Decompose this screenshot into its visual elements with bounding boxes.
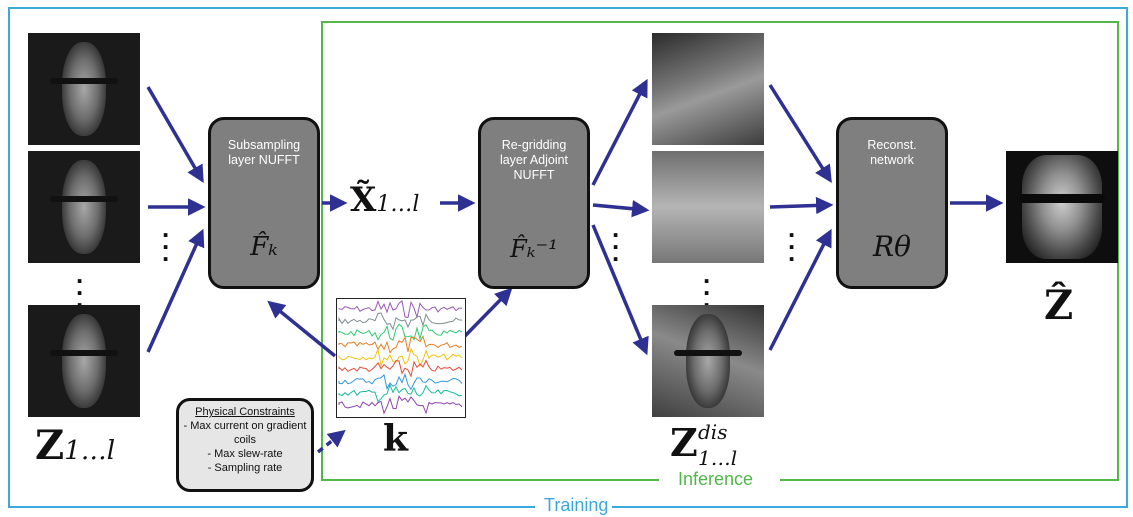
regridding-label: Re-gridding layer Adjoint NUFFT	[499, 138, 569, 182]
k-space-trajectory-line	[338, 299, 462, 320]
arrow-k-to-subsampling	[267, 300, 337, 358]
subsampling-label: Subsampling layer NUFFT	[227, 138, 301, 167]
ellipsis-right-arrows: ...	[788, 213, 796, 267]
arrow-constraints-to-k	[316, 429, 346, 454]
degraded-image-1	[652, 33, 764, 145]
training-frame	[8, 7, 1128, 508]
ellipsis-degraded: ...	[703, 259, 711, 313]
z-dis-subscript: 1…l	[698, 446, 738, 470]
k-space-trajectory-line	[338, 323, 463, 341]
regridding-layer-block: Re-gridding layer Adjoint NUFFT F̂ₖ⁻¹	[478, 117, 590, 289]
reconst-label: Reconst. network	[867, 138, 917, 167]
constraints-title: Physical Constraints	[195, 406, 295, 418]
k-space-trajectory-line	[338, 335, 463, 354]
arrow-out3-to-reconst	[768, 228, 832, 351]
k-space-trajectory-line	[338, 347, 463, 368]
constraint-item: - Max slew-rate	[207, 448, 283, 460]
input-image-1	[28, 33, 140, 145]
reconst-network-block: Reconst. network Rθ	[836, 117, 948, 289]
constraint-item: - Max current on gradient coils	[183, 420, 307, 446]
flow-arrows	[146, 78, 1004, 358]
label-z-dis: Z dis 1…l	[670, 420, 738, 470]
degraded-image-3	[652, 305, 764, 417]
training-caption: Training	[540, 495, 613, 516]
k-space-plot	[338, 299, 463, 415]
degraded-image-2	[652, 151, 764, 263]
k-space-trajectory-line	[338, 372, 463, 391]
ellipsis-left-arrows: ...	[162, 213, 170, 267]
input-image-3	[28, 305, 140, 417]
k-space-trajectory-line	[338, 395, 463, 415]
inference-caption: Inference	[674, 469, 758, 490]
arrow-img3-to-subsampling	[146, 228, 205, 353]
label-k: k	[383, 418, 408, 460]
inference-frame	[321, 21, 1119, 481]
physical-constraints-box: Physical Constraints - Max current on gr…	[176, 398, 314, 492]
ellipsis-inputs: ...	[76, 259, 84, 313]
arrow-out1-to-reconst	[768, 84, 832, 183]
label-z-inputs: Z1…l	[35, 422, 116, 469]
z-dis-superscript: dis	[698, 420, 728, 444]
subsampling-layer-block: Subsampling layer NUFFT F̂ₖ	[208, 117, 320, 289]
arrow-k-to-regridding	[461, 287, 513, 340]
label-z-hat: Ẑ	[1044, 282, 1074, 329]
reconst-operator: Rθ	[873, 230, 911, 263]
k-space-trajectory	[336, 298, 466, 418]
k-space-trajectory-line	[338, 359, 463, 378]
arrow-regridding-to-out3	[591, 224, 649, 356]
arrow-out2-to-reconst	[769, 196, 834, 215]
output-image	[1006, 151, 1118, 263]
subsampling-operator: F̂ₖ	[250, 232, 278, 262]
arrow-img1-to-subsampling	[146, 86, 204, 184]
arrow-regridding-to-out1	[591, 78, 648, 186]
label-x-tilde: X̃1…l	[350, 180, 420, 220]
arrow-regridding-to-out2	[592, 199, 650, 218]
k-space-trajectory-line	[338, 312, 463, 331]
constraint-item: - Sampling rate	[207, 462, 283, 474]
input-image-2	[28, 151, 140, 263]
k-space-trajectory-line	[338, 383, 463, 403]
regridding-operator: F̂ₖ⁻¹	[510, 235, 558, 263]
ellipsis-middle-arrows: ...	[612, 213, 620, 267]
